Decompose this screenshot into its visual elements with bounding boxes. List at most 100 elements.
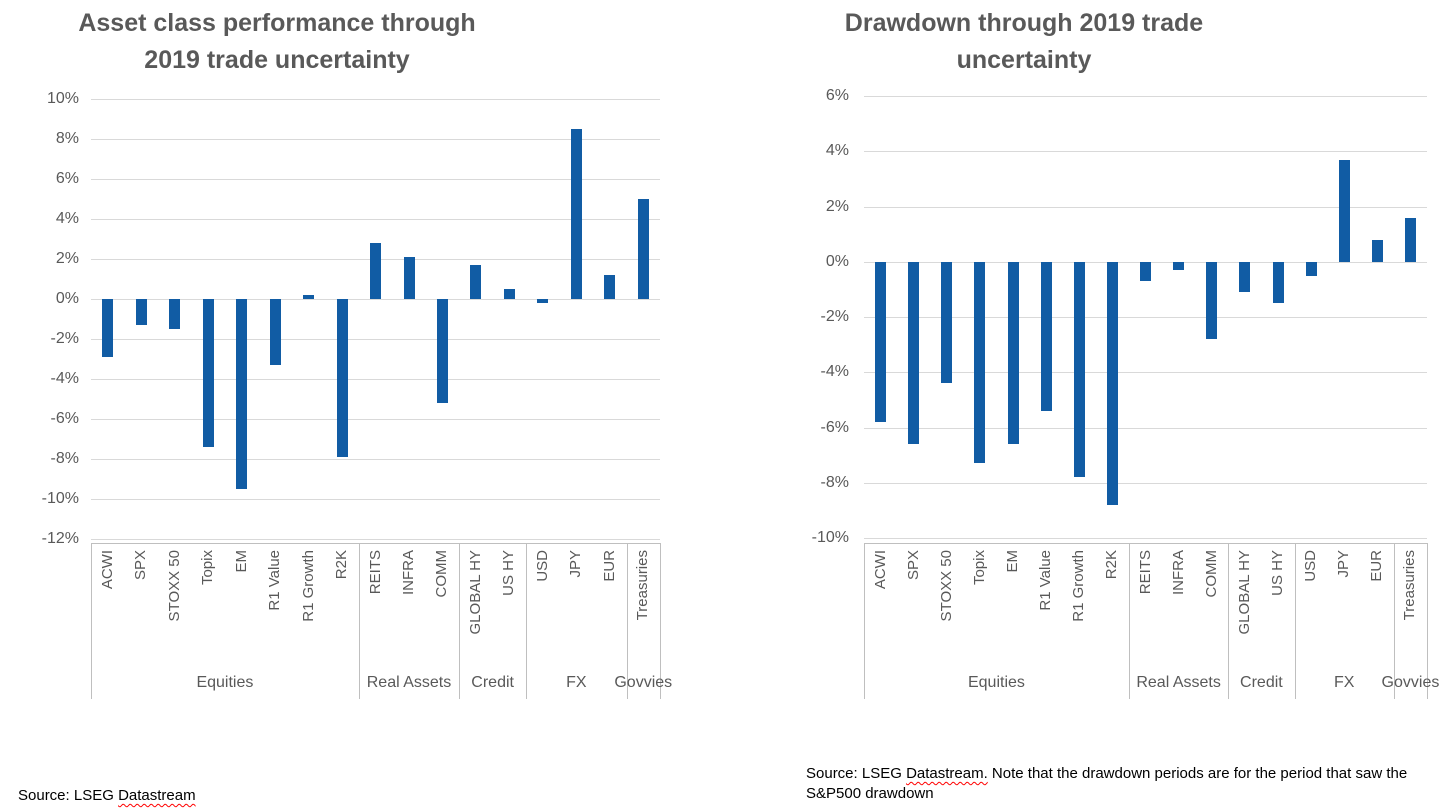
- category-label-eur: EUR: [1368, 550, 1386, 582]
- bar-spx: [135, 299, 147, 325]
- bar-acwi: [102, 299, 114, 357]
- group-separator-4: [1393, 543, 1395, 699]
- y-tick-label-8: 8%: [55, 130, 79, 147]
- bar-global-hy: [470, 265, 482, 299]
- y-tick-label-6: 6%: [825, 87, 849, 104]
- bar-stoxx-50: [169, 299, 181, 329]
- bar-eur: [1371, 239, 1383, 262]
- gridline-4: [864, 151, 1427, 152]
- bar-jpy: [1338, 159, 1350, 262]
- y-tick-label-2: -2%: [50, 330, 79, 347]
- group-label-fx: FX: [566, 674, 587, 691]
- y-tick-label-6: 6%: [55, 170, 79, 187]
- y-tick-label-8: -8%: [820, 474, 849, 491]
- category-label-treasuries: Treasuries: [1401, 550, 1419, 621]
- group-separator-2: [459, 543, 461, 699]
- gridline-2: [864, 207, 1427, 208]
- y-tick-label-0: 0%: [825, 253, 849, 270]
- gridline-10: [91, 99, 660, 100]
- category-label-spx: SPX: [904, 550, 922, 581]
- chart-title-left: Asset class performance through 2019 tra…: [0, 5, 577, 79]
- category-label-em: EM: [1004, 550, 1021, 573]
- y-tick-label-4: -4%: [50, 370, 79, 387]
- gridline-0: [91, 299, 660, 300]
- group-label-credit: Credit: [1240, 674, 1283, 691]
- group-label-equities: Equities: [196, 674, 254, 691]
- group-label-credit: Credit: [471, 674, 514, 691]
- gridline-6: [864, 96, 1427, 97]
- group-separator-5: [1427, 543, 1428, 699]
- group-separator-5: [660, 543, 661, 699]
- bar-r2k: [1106, 261, 1118, 505]
- y-tick-label-10: -10%: [41, 490, 79, 507]
- category-label-usd: USD: [1302, 550, 1320, 582]
- bar-us-hy: [1272, 261, 1284, 304]
- y-tick-label-10: 10%: [46, 90, 79, 107]
- chart-title-left-line1: Asset class performance through: [78, 9, 476, 37]
- y-tick-label-2: -2%: [820, 308, 849, 325]
- bar-r1-growth: [1073, 261, 1085, 478]
- y-tick-label-0: 0%: [55, 290, 79, 307]
- y-tick-label-12: -12%: [41, 530, 79, 547]
- source-note-right: Source: LSEG Datastream. Note that the d…: [806, 764, 1452, 803]
- bar-em: [1007, 261, 1019, 445]
- category-label-r1-growth: R1 Growth: [1070, 550, 1088, 622]
- source-note-right-word: Datastream.: [906, 765, 988, 782]
- bar-us-hy: [503, 289, 515, 299]
- gridline-12: [91, 539, 660, 540]
- gridline-4: [864, 372, 1427, 373]
- group-label-govvies: Govvies: [1381, 674, 1440, 691]
- bar-usd: [537, 299, 549, 303]
- y-tick-label-4: 4%: [825, 142, 849, 159]
- bar-reits: [370, 243, 381, 299]
- category-label-comm: COMM: [1202, 550, 1220, 598]
- group-label-fx: FX: [1333, 674, 1355, 691]
- y-tick-label-6: -6%: [50, 410, 79, 427]
- gridline-6: [864, 428, 1427, 429]
- bar-eur: [604, 275, 616, 299]
- group-separator-0: [91, 543, 92, 699]
- category-label-global-hy: GLOBAL HY: [1235, 550, 1253, 635]
- bar-topix: [974, 261, 986, 464]
- category-label-infra: INFRA: [1169, 550, 1187, 595]
- gridline-2: [91, 339, 660, 340]
- chart-title-right: Drawdown through 2019 trade uncertainty: [724, 5, 1324, 79]
- category-label-jpy: JPY: [1335, 550, 1353, 578]
- bar-infra: [403, 257, 415, 299]
- bar-jpy: [570, 129, 582, 299]
- group-label-real-assets: Real Assets: [1136, 674, 1221, 691]
- gridline-8: [864, 483, 1427, 484]
- bar-em: [236, 299, 248, 489]
- bar-spx: [908, 261, 920, 445]
- bar-comm: [436, 299, 448, 403]
- bar-treasuries: [1404, 217, 1416, 262]
- source-note-right-suffix: Note that the drawdown periods are for t…: [806, 765, 1408, 802]
- bar-topix: [202, 299, 214, 447]
- group-label-govvies: Govvies: [614, 674, 673, 691]
- gridline-2: [864, 317, 1427, 318]
- y-tick-label-10: -10%: [811, 529, 849, 546]
- bar-r1-value: [269, 299, 281, 365]
- gridline-8: [91, 459, 660, 460]
- chart-title-right-line1: Drawdown through 2019 trade: [844, 9, 1204, 37]
- category-label-r1-value: R1 Value: [1037, 550, 1055, 611]
- category-label-topix: Topix: [970, 550, 988, 586]
- bar-reits: [1140, 261, 1151, 282]
- y-tick-label-8: -8%: [50, 450, 79, 467]
- group-separator-2: [1228, 543, 1230, 699]
- bar-r2k: [336, 299, 348, 457]
- bar-comm: [1206, 261, 1218, 340]
- bar-global-hy: [1239, 261, 1251, 293]
- category-label-acwi: ACWI: [871, 550, 889, 590]
- chart-title-left-line2: 2019 trade uncertainty: [144, 46, 410, 74]
- group-separator-3: [1294, 543, 1296, 699]
- bar-r1-value: [1040, 261, 1052, 411]
- source-note-left-word: Datastream: [118, 787, 196, 804]
- category-label-reits: REITS: [1136, 550, 1154, 595]
- bar-r1-growth: [303, 295, 315, 299]
- category-label-r2k: R2K: [1103, 550, 1121, 580]
- bar-stoxx-50: [941, 261, 953, 384]
